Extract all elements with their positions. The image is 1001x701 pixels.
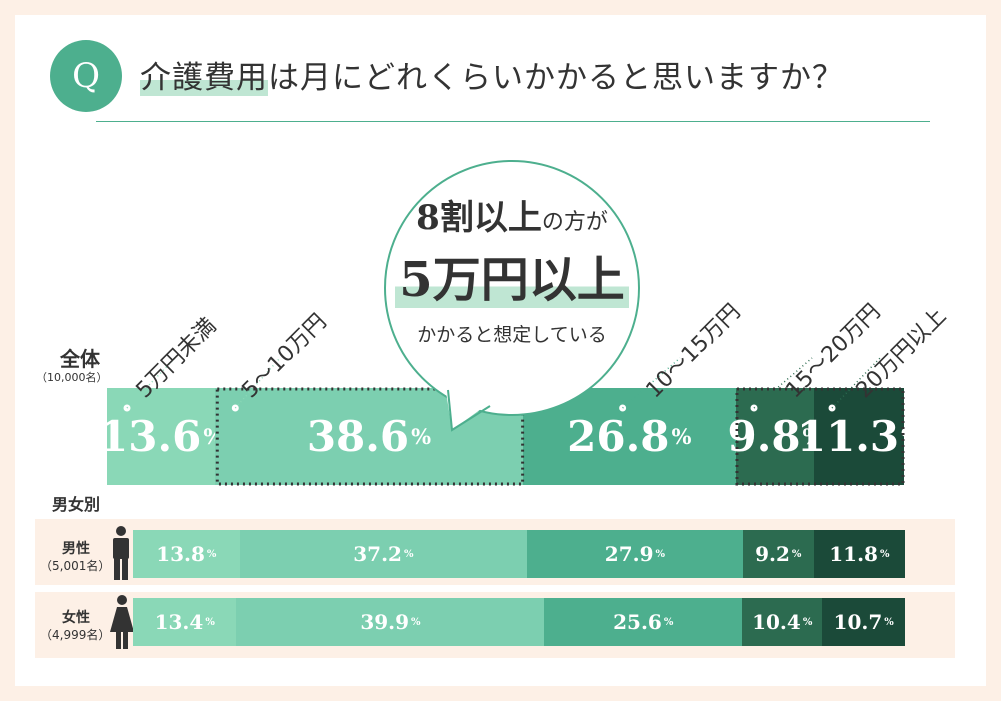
percent-sign: % — [879, 548, 890, 560]
percent-sign: % — [671, 424, 692, 449]
male-figure-icon — [113, 526, 129, 580]
callout-line-3: かかると想定している — [417, 324, 607, 346]
overall-title: 全体 — [60, 347, 100, 371]
female-segment-2: 39.9% — [236, 598, 545, 646]
percent-sign: % — [791, 548, 802, 560]
female-value-5: 10.7 — [833, 610, 883, 634]
female-segment-5: 10.7% — [822, 598, 905, 646]
gender-section-title: 男女別 — [52, 495, 101, 514]
percent-sign: % — [206, 548, 217, 560]
callout-big: 8割以上 — [416, 198, 542, 238]
callout-small: の方が — [541, 210, 608, 235]
percent-sign: % — [884, 616, 894, 628]
question-highlight: 介護費用 — [140, 60, 268, 96]
female-value-3: 25.6 — [613, 610, 662, 634]
female-value-2: 39.9 — [360, 610, 410, 634]
q-badge: Q — [50, 40, 122, 112]
question-title: 介護費用は月にどれくらいかかると思いますか？ — [140, 52, 900, 96]
male-value-3: 27.9 — [604, 542, 654, 566]
title-divider — [96, 121, 930, 122]
percent-sign: % — [403, 548, 414, 560]
male-count: （5,001名） — [40, 559, 111, 573]
female-count: （4,999名） — [40, 628, 111, 642]
female-figure-icon — [110, 595, 134, 649]
percent-sign: % — [901, 424, 922, 449]
question-rest: は月にどれくらいかかると思いますか？ — [268, 60, 844, 96]
female-value-4: 10.4 — [752, 610, 801, 634]
percent-sign: % — [411, 616, 421, 628]
female-value-1: 13.4 — [154, 610, 204, 634]
male-segment-2: 37.2% — [239, 530, 528, 578]
overall-value-1: 13.6 — [99, 412, 202, 461]
percent-sign: % — [663, 616, 674, 628]
male-value-4: 9.2 — [755, 542, 790, 566]
overall-count: （10,000名） — [36, 371, 108, 384]
male-value-2: 37.2 — [353, 542, 402, 566]
percent-sign: % — [802, 616, 813, 628]
male-segment-3: 27.9% — [527, 530, 743, 578]
female-stacked-bar: 13.4% 39.9% 25.6% 10.4% 10.7% — [133, 598, 905, 646]
female-label: 女性 — [62, 610, 90, 626]
female-segment-3: 25.6% — [544, 598, 743, 646]
male-value-1: 13.8 — [156, 542, 205, 566]
female-segment-4: 10.4% — [742, 598, 823, 646]
percent-sign: % — [205, 616, 215, 628]
male-stacked-bar: 13.8% 37.2% 27.9% 9.2% 11.8% — [133, 530, 905, 578]
male-segment-1: 13.8% — [133, 530, 240, 578]
percent-sign: % — [655, 548, 666, 560]
callout-line-2: 5万円以上 — [384, 240, 640, 310]
male-label: 男性 — [62, 541, 90, 557]
overall-value-3: 26.8 — [567, 412, 670, 461]
male-segment-5: 11.8% — [813, 530, 905, 578]
female-segment-1: 13.4% — [133, 598, 237, 646]
callout-line-1: 8割以上の方が — [384, 190, 640, 239]
male-segment-4: 9.2% — [742, 530, 814, 578]
male-value-5: 11.8 — [829, 542, 878, 566]
q-letter: Q — [72, 56, 100, 96]
callout-amount: 5万円以上 — [395, 252, 629, 308]
